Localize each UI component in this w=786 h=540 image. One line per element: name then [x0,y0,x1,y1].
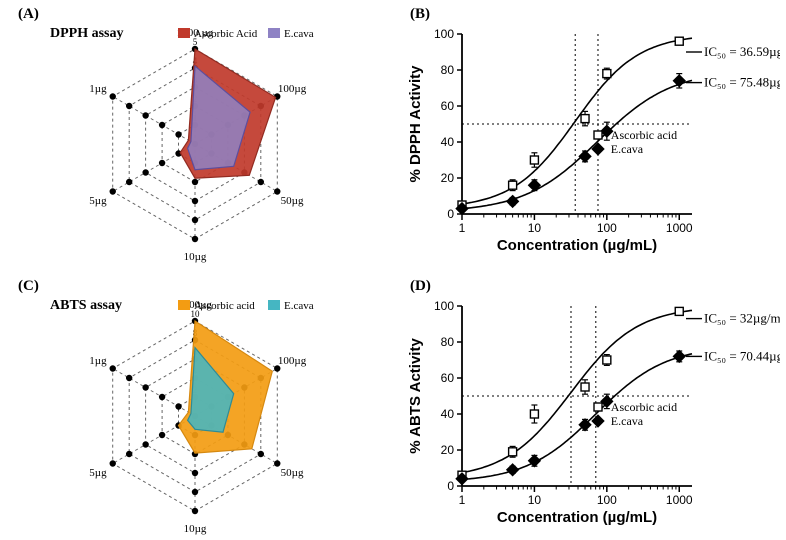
svg-text:1: 1 [459,221,466,235]
panel-b-chart: 0 20 40 60 80 100 1 10 100 1000 % DPPH Activity Con… [400,18,780,268]
legend-item: E.cava [591,414,677,428]
ic50-legend: Ascorbic acidE.cava [591,400,677,428]
svg-text:1000: 1000 [666,493,693,507]
svg-text:60: 60 [441,99,455,113]
svg-text:10: 10 [528,221,542,235]
ic50-legend: Ascorbic acidE.cava [591,128,677,156]
legend-item: Ascorbic acid [591,400,677,414]
svg-text:100: 100 [597,493,617,507]
legend-label: Ascorbic acid [611,128,677,142]
svg-text:10µg: 10µg [184,523,207,535]
svg-text:IC₅₀ = 32µg/mL: IC₅₀ = 32µg/mL [704,311,780,326]
legend-label: E.cava [611,142,643,156]
legend-label: Ascorbic acid [611,400,677,414]
svg-text:5µg: 5µg [89,467,107,479]
svg-text:Concentration (µg/mL): Concentration (µg/mL) [497,237,657,254]
svg-text:Ascorbic acid: Ascorbic acid [194,300,255,312]
panel-a-radar: 1000 µg100µg50µg10µg5µg1µg12345Ascorbic … [10,14,370,264]
svg-text:40: 40 [441,135,455,149]
svg-text:100: 100 [434,27,454,41]
svg-text:E.cava: E.cava [284,300,314,312]
svg-text:Ascorbic Acid: Ascorbic Acid [194,28,258,40]
svg-text:1000: 1000 [666,221,693,235]
svg-text:0: 0 [447,207,454,221]
svg-text:60: 60 [441,371,455,385]
svg-text:1µg: 1µg [89,355,107,367]
svg-text:% ABTS Activity: % ABTS Activity [407,338,424,454]
svg-text:100: 100 [597,221,617,235]
svg-text:% DPPH Activity: % DPPH Activity [407,65,424,183]
svg-text:80: 80 [441,63,455,77]
svg-text:IC₅₀ = 36.59µg/mL: IC₅₀ = 36.59µg/mL [704,44,780,59]
svg-text:100µg: 100µg [278,355,307,367]
svg-text:50µg: 50µg [281,467,304,479]
svg-text:40: 40 [441,407,455,421]
panel-d-chart: 0 20 40 60 80 100 1 10 100 1000 % ABTS Activity Con… [400,290,780,540]
svg-text:Concentration (µg/mL): Concentration (µg/mL) [497,509,657,526]
svg-text:100: 100 [434,299,454,313]
svg-text:20: 20 [441,171,455,185]
panel-c-radar: 1000µg100µg50µg10µg5µg1µg246810Ascorbic … [10,286,370,536]
svg-text:80: 80 [441,335,455,349]
svg-text:1µg: 1µg [89,83,107,95]
svg-text:5µg: 5µg [89,195,107,207]
legend-item: Ascorbic acid [591,128,677,142]
figure: (A) (B) (C) (D) DPPH assay ABTS assay 10… [0,0,786,532]
svg-text:0: 0 [447,479,454,493]
legend-item: E.cava [591,142,677,156]
svg-text:10: 10 [528,493,542,507]
svg-text:100µg: 100µg [278,83,307,95]
svg-text:10µg: 10µg [184,251,207,263]
svg-text:E.cava: E.cava [284,28,314,40]
svg-text:50µg: 50µg [281,195,304,207]
svg-text:IC₅₀ = 70.44µg/mL: IC₅₀ = 70.44µg/mL [704,348,780,363]
svg-text:IC₅₀ = 75.48µg/mL: IC₅₀ = 75.48µg/mL [704,75,780,90]
svg-text:1: 1 [459,493,466,507]
svg-text:20: 20 [441,443,455,457]
legend-label: E.cava [611,414,643,428]
